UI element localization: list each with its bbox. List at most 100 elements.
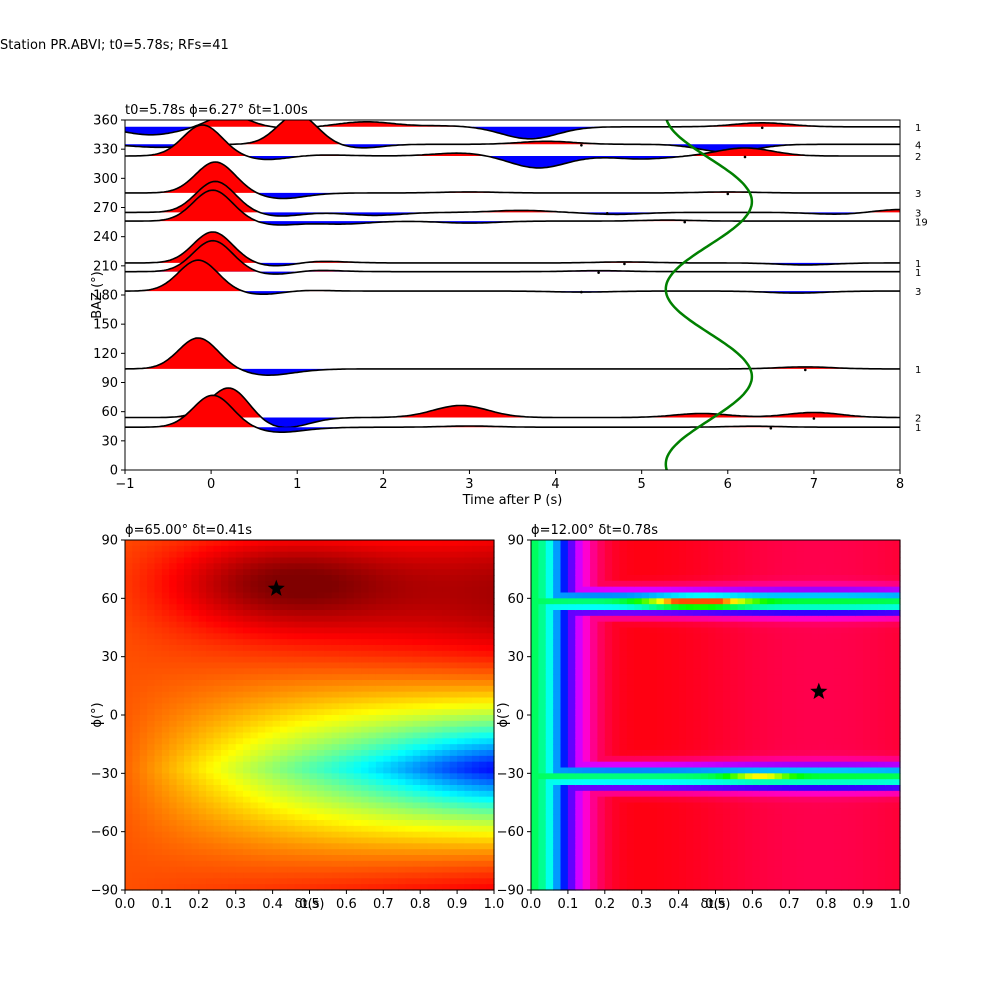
heatmap-cell — [316, 837, 325, 844]
heatmap-cell — [302, 878, 311, 885]
heatmap-cell — [316, 639, 325, 646]
heatmap-cell — [531, 592, 539, 599]
heatmap-cell — [641, 779, 650, 786]
heatmap-cell — [427, 656, 436, 664]
heatmap-cell — [368, 837, 377, 844]
heatmap-cell — [730, 820, 739, 827]
heatmap-cell — [575, 720, 584, 728]
heatmap-cell — [339, 557, 347, 564]
heatmap-cell — [169, 691, 178, 699]
heatmap-cell — [235, 884, 244, 891]
heatmap-cell — [582, 755, 591, 763]
heatmap-cell — [191, 586, 200, 594]
heatmap-cell — [294, 668, 303, 675]
heatmap-cell — [353, 726, 362, 734]
heatmap-cell — [176, 738, 185, 745]
heatmap-cell — [412, 627, 421, 634]
heatmap-cell — [590, 668, 599, 675]
heatmap-cell — [553, 779, 562, 786]
heatmap-cell — [309, 779, 318, 786]
heatmap-cell — [368, 802, 377, 809]
heatmap-cell — [250, 645, 259, 652]
heatmap-cell — [531, 814, 539, 821]
heatmap-cell — [228, 872, 237, 879]
heatmap-cell — [612, 557, 621, 564]
heatmap-cell — [420, 843, 429, 850]
heatmap-cell — [619, 790, 628, 798]
heatmap-cell — [612, 750, 621, 757]
heatmap-cell — [700, 726, 709, 734]
heatmap-cell — [383, 540, 392, 547]
heatmap-cell — [250, 633, 259, 640]
heatmap-cell — [538, 615, 547, 623]
heatmap-cell — [169, 709, 178, 716]
heatmap-cell — [427, 785, 436, 792]
heatmap-cell — [663, 884, 672, 891]
heatmap-cell — [161, 615, 170, 623]
heatmap-cell — [457, 785, 466, 792]
heatmap-cell — [531, 884, 539, 891]
heatmap-cell — [752, 691, 761, 699]
heatmap-cell — [486, 621, 495, 629]
heatmap-cell — [464, 586, 473, 594]
heatmap-cell — [235, 615, 244, 623]
heatmap-cell — [745, 837, 753, 844]
heatmap-cell — [531, 802, 539, 809]
heatmap-cell — [604, 843, 613, 850]
heatmap-cell — [184, 697, 193, 704]
heatmap-cell — [405, 592, 414, 599]
heatmap-cell — [184, 604, 193, 611]
heatmap-cell — [671, 575, 680, 582]
heatmap-cell — [309, 802, 318, 809]
heatmap-cell — [634, 779, 643, 786]
heatmap-cell — [715, 738, 724, 745]
heatmap-cell — [383, 586, 392, 594]
heatmap-cell — [442, 540, 451, 547]
heatmap-cell — [597, 761, 606, 769]
heatmap-cell — [316, 662, 325, 669]
heatmap-cell — [427, 580, 436, 588]
heatmap-cell — [139, 843, 148, 850]
heatmap-cell — [730, 691, 739, 699]
heatmap-cell — [154, 849, 163, 856]
heatmap-cell — [582, 697, 591, 704]
heatmap-cell — [457, 540, 466, 547]
heatmap-cell — [265, 761, 274, 769]
heatmap-cell — [471, 843, 480, 850]
rf-trace — [125, 337, 900, 376]
heatmap-cell — [597, 645, 606, 652]
heatmap-cell — [184, 738, 193, 745]
heatmap-cell — [604, 668, 613, 675]
heatmap-cell — [331, 691, 340, 699]
heatmap-cell — [147, 674, 156, 681]
heatmap-cell — [479, 697, 488, 704]
heatmap-cell — [619, 878, 628, 885]
heatmap-cell — [243, 691, 252, 699]
heatmap-cell — [228, 610, 237, 617]
heatmap-cell — [316, 668, 325, 675]
heatmap-cell — [619, 773, 628, 780]
heatmap-cell — [132, 586, 141, 594]
heatmap-cell — [745, 656, 753, 664]
heatmap-cell — [722, 779, 731, 786]
heatmap-cell — [531, 674, 539, 681]
heatmap-cell — [250, 703, 259, 710]
heatmap-cell — [390, 662, 399, 669]
heatmap-cell — [331, 656, 340, 664]
heatmap-cell — [294, 860, 303, 868]
heatmap-cell — [272, 825, 281, 833]
heatmap-cell — [693, 639, 702, 646]
heatmap-cell — [553, 551, 562, 559]
heatmap-cell — [184, 633, 193, 640]
heatmap-cell — [745, 557, 753, 564]
heatmap-cell — [191, 820, 200, 827]
heatmap-cell — [678, 604, 687, 611]
heatmap-cell — [147, 557, 156, 564]
heatmap-cell — [531, 808, 539, 815]
heatmap-cell — [405, 586, 414, 594]
heatmap-cell — [641, 837, 650, 844]
heatmap-cell — [213, 884, 222, 891]
heatmap-cell — [279, 703, 288, 710]
heatmap-cell — [132, 837, 141, 844]
heatmap-cell — [685, 680, 694, 687]
